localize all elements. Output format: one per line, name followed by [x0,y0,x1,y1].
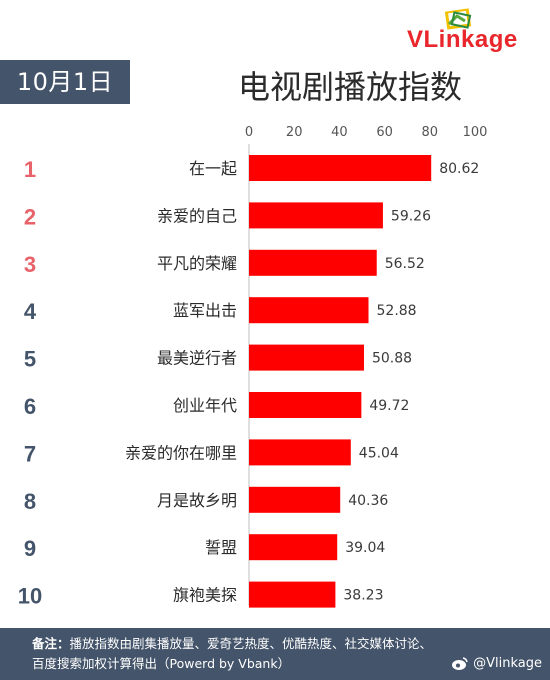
value-label: 45.04 [359,445,399,461]
category-label: 蓝军出击 [173,301,237,320]
rank-label: 1 [24,157,36,182]
bar [249,155,432,181]
value-label: 38.23 [343,588,383,604]
weibo-handle: @Vlinkage [473,656,542,671]
bar [249,581,336,608]
note-line-1: 播放指数由剧集播放量、爱奇艺热度、优酷热度、社交媒体讨论、 [69,636,433,651]
chart-title: 电视剧播放指数 [237,68,462,106]
rank-label: 10 [18,584,42,609]
bar [249,249,377,276]
note-label: 备注： [32,636,70,651]
rank-label: 6 [24,394,36,419]
vlinkage-logo: VLinkage [405,6,545,54]
category-label: 亲爱的自己 [157,206,237,225]
bar [249,534,338,561]
note-line-2: 百度搜索加权计算得出（Powerd by Vbank） [32,656,291,671]
rank-label: 7 [24,441,36,466]
rank-label: 2 [24,204,36,229]
value-label: 52.88 [377,303,417,319]
x-tick-label: 40 [331,125,348,140]
category-label: 创业年代 [173,396,237,415]
value-label: 50.88 [372,351,412,367]
bar [249,486,341,513]
category-label: 月是故乡明 [157,491,237,510]
bar [249,297,369,324]
value-label: 59.26 [391,208,431,224]
x-tick-label: 20 [286,125,303,140]
x-tick-label: 60 [376,125,393,140]
rank-label: 8 [24,489,36,514]
bar [249,392,362,418]
rank-label: 9 [24,536,36,561]
footer: 备注：播放指数由剧集播放量、爱奇艺热度、优酷热度、社交媒体讨论、 百度搜索加权计… [0,628,550,680]
category-label: 最美逆行者 [157,349,237,368]
rank-label: 4 [24,299,37,324]
category-label: 亲爱的你在哪里 [125,443,237,462]
category-label: 平凡的荣耀 [157,254,237,273]
rank-label: 3 [24,252,36,277]
value-label: 39.04 [345,540,385,556]
value-label: 80.62 [439,161,479,177]
category-label: 在一起 [189,159,237,178]
category-label: 誓盟 [205,538,237,557]
date-badge: 10月1日 [0,60,130,104]
x-tick-label: 0 [245,125,253,140]
footer-note: 备注：播放指数由剧集播放量、爱奇艺热度、优酷热度、社交媒体讨论、 百度搜索加权计… [32,634,532,674]
value-label: 40.36 [348,493,388,509]
bar [249,344,364,371]
logo-text: VLinkage [407,26,518,53]
bar [249,202,383,229]
value-label: 56.52 [385,256,425,272]
weibo-icon [452,657,468,670]
value-label: 49.72 [369,398,409,414]
bar [249,439,351,466]
logo-box-icon [444,8,472,30]
x-tick-label: 80 [422,125,439,140]
x-tick-label: 100 [463,125,488,140]
category-label: 旗袍美探 [173,586,237,605]
rank-label: 5 [24,347,36,372]
weibo-watermark: @Vlinkage [451,656,542,671]
